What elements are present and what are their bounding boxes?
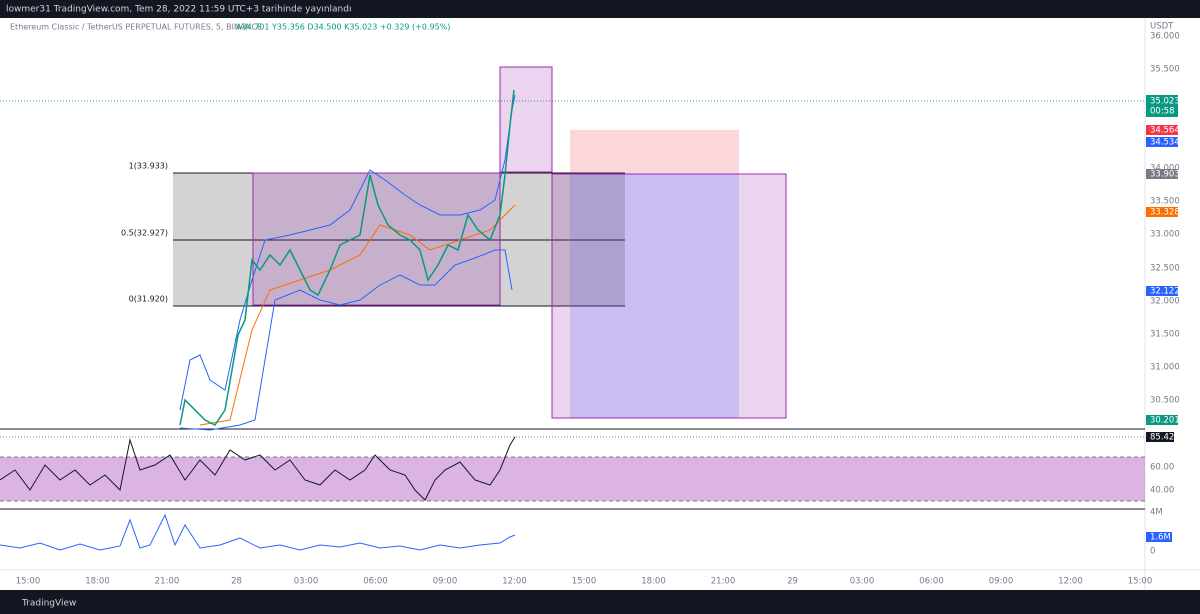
range-box xyxy=(252,172,501,306)
rsi-tick: 60.00 xyxy=(1150,463,1174,473)
bollinger-upper xyxy=(179,94,516,411)
currency: USDT xyxy=(1150,22,1174,32)
price-tick: 31.500 xyxy=(1150,330,1180,340)
badge xyxy=(1146,169,1178,179)
time-tick: 28 xyxy=(231,577,242,587)
time-tick: 03:00 xyxy=(294,577,319,587)
rsi-value: 85.42 xyxy=(1150,433,1174,443)
time-tick: 03:00 xyxy=(850,577,875,587)
time-tick: 15:00 xyxy=(572,577,597,587)
badge xyxy=(1146,137,1178,147)
badge xyxy=(1146,532,1172,542)
breakout-box xyxy=(499,66,553,173)
price-tick: 36.000 xyxy=(1150,32,1180,42)
chart-area xyxy=(0,18,1200,590)
price-badge: 35.023 xyxy=(1150,97,1180,107)
moving-average xyxy=(199,204,516,426)
time-tick: 21:00 xyxy=(711,577,736,587)
price-tick: 34.000 xyxy=(1150,164,1180,174)
price-badge: 30.201 xyxy=(1150,416,1180,426)
time-tick: 06:00 xyxy=(919,577,944,587)
rsi-tick: 40.00 xyxy=(1150,486,1174,496)
volume-line xyxy=(0,513,516,551)
rsi-band xyxy=(0,457,1145,501)
price-tick: 30.500 xyxy=(1150,396,1180,406)
price-tick: 31.000 xyxy=(1150,363,1180,373)
price-badge: 32.122 xyxy=(1150,287,1180,297)
projection-box xyxy=(551,173,787,419)
time-tick: 09:00 xyxy=(433,577,458,587)
price-badge: 34.534 xyxy=(1150,138,1180,148)
time-tick: 21:00 xyxy=(155,577,180,587)
time-tick: 09:00 xyxy=(989,577,1014,587)
footer-brand: TradingView xyxy=(21,599,76,609)
stop-zone xyxy=(570,130,739,173)
legend-ohlc: A34.701 Y35.356 D34.500 K35.023 +0.329 (… xyxy=(236,23,450,32)
price-tick: 32.000 xyxy=(1150,297,1180,307)
time-tick: 15:00 xyxy=(1128,577,1153,587)
time-tick: 12:00 xyxy=(502,577,527,587)
time-tick: 29 xyxy=(787,577,798,587)
bollinger-lower xyxy=(179,249,513,431)
header-title: lowmer31 TradingView.com, Tem 28, 2022 1… xyxy=(6,5,351,15)
price-tick: 33.000 xyxy=(1150,230,1180,240)
price-tick: 32.500 xyxy=(1150,264,1180,274)
legend-symbol: Ethereum Classic / TetherUS PERPETUAL FU… xyxy=(10,23,262,32)
badge xyxy=(1146,286,1178,296)
fib-label: 0.5(32.927) xyxy=(121,229,168,238)
price-tick: 33.500 xyxy=(1150,197,1180,207)
price-badge: 33.903 xyxy=(1150,170,1180,180)
footer-bar xyxy=(0,590,1200,614)
volume-tick: 0 xyxy=(1150,547,1155,557)
volume-value: 1.6M xyxy=(1150,533,1171,543)
badge xyxy=(1146,95,1178,117)
price-badge: 00:58 xyxy=(1150,107,1175,117)
price-line xyxy=(179,89,515,426)
fib-label: 1(33.933) xyxy=(129,162,168,171)
volume-tick: 4M xyxy=(1150,508,1163,518)
badge xyxy=(1146,415,1178,425)
price-badge: 34.564 xyxy=(1150,126,1180,136)
price-badge: 33.328 xyxy=(1150,208,1180,218)
time-tick: 12:00 xyxy=(1058,577,1083,587)
badge xyxy=(1146,207,1178,217)
badge xyxy=(1146,125,1178,135)
rsi-line xyxy=(0,436,516,501)
time-tick: 18:00 xyxy=(85,577,110,587)
time-tick: 15:00 xyxy=(16,577,41,587)
time-tick: 06:00 xyxy=(363,577,388,587)
price-tick: 35.500 xyxy=(1150,65,1180,75)
fib-label: 0(31.920) xyxy=(129,295,168,304)
time-tick: 18:00 xyxy=(641,577,666,587)
badge xyxy=(1146,432,1174,442)
target-zone xyxy=(570,173,739,418)
header-bar xyxy=(0,0,1200,18)
